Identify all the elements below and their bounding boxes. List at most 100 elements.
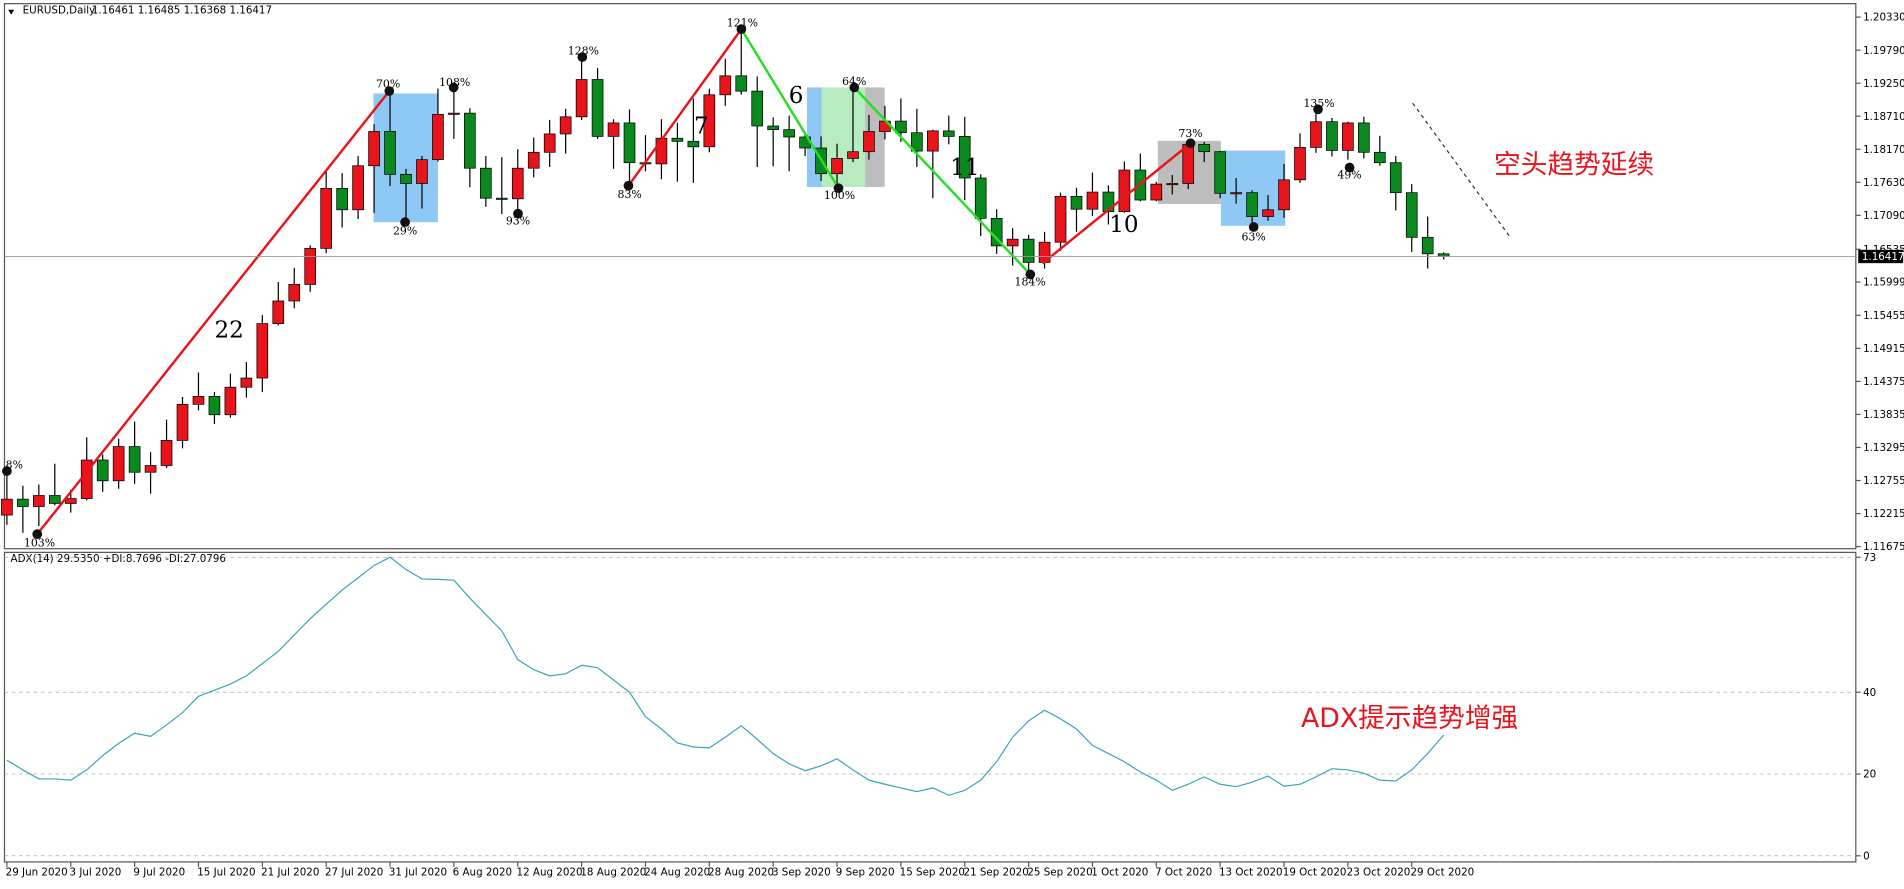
candle-body [895, 120, 907, 134]
trend-line [740, 28, 840, 189]
projection-line [1412, 102, 1511, 238]
candle-body [591, 79, 604, 137]
candle-body [320, 188, 333, 249]
x-tick-label: 15 Sep 2020 [900, 866, 965, 878]
count-label: 10 [1109, 212, 1138, 238]
candle-body [33, 495, 45, 507]
count-label: 22 [215, 317, 244, 343]
candle-body [1358, 122, 1370, 153]
candle-body [703, 94, 716, 148]
ohlc-label: 1.16461 1.16485 1.16368 1.16417 [92, 4, 272, 16]
candle-body [416, 159, 428, 184]
pct-label: 64% [842, 75, 866, 88]
y-tick-label: 1.15455 [1863, 310, 1904, 322]
candle-body [448, 112, 460, 115]
candle-body [368, 131, 380, 167]
candle-body [192, 396, 205, 405]
candle-body [352, 165, 364, 211]
x-tick-label: 12 Aug 2020 [517, 866, 583, 878]
candle-body [384, 131, 396, 175]
candle-body [1230, 192, 1242, 195]
candle-body [543, 133, 556, 153]
x-tick-label: 1 Oct 2020 [1091, 866, 1148, 878]
candle-body [272, 300, 285, 324]
candle-body [575, 79, 588, 118]
pct-label: 100% [824, 189, 855, 202]
pivot [833, 183, 844, 194]
y-tick-label: 1.15999 [1863, 277, 1904, 289]
y-tick-label: 1.19250 [1863, 78, 1904, 90]
candle-body [1, 498, 13, 516]
y-tick-label: 1.12755 [1863, 475, 1904, 487]
pivot [1313, 104, 1323, 115]
pivot [400, 217, 410, 228]
y-tick-label: 1.13835 [1863, 409, 1904, 421]
candle-body [1405, 192, 1418, 238]
trend-line [627, 28, 743, 187]
y-tick-label: 20 [1863, 769, 1876, 781]
candle-body [847, 151, 859, 159]
x-tick-label: 3 Jul 2020 [70, 866, 122, 878]
candle-body [432, 114, 444, 161]
y-tick-label: 1.17630 [1863, 177, 1904, 189]
candle-body [1262, 209, 1274, 217]
x-tick-label: 15 Jul 2020 [197, 866, 255, 878]
price-panel [3, 3, 1857, 550]
candle-body [144, 465, 157, 473]
x-tick-label: 25 Sep 2020 [1027, 866, 1092, 878]
candle-body [1006, 238, 1019, 247]
candle-body [176, 403, 189, 441]
y-tick-label: 1.11675 [1863, 541, 1904, 553]
pct-label: 63% [1242, 230, 1266, 243]
candle-body [1182, 143, 1195, 184]
y-tick-label: 73 [1863, 552, 1876, 564]
y-tick-label: 1.19790 [1863, 45, 1904, 57]
candle-body [559, 116, 572, 135]
x-tick-label: 24 Aug 2020 [644, 866, 710, 878]
x-tick-label: 21 Sep 2020 [964, 866, 1029, 878]
count-label: 11 [950, 155, 979, 181]
x-tick-label: 28 Aug 2020 [708, 866, 774, 878]
candle-body [112, 446, 125, 482]
pct-label: 73% [1178, 127, 1202, 140]
chart-title: EURUSD,Daily [23, 4, 96, 16]
x-tick-label: 21 Jul 2020 [261, 866, 319, 878]
candle-body [1373, 151, 1386, 164]
candle-body [64, 498, 77, 504]
pivot [448, 82, 459, 93]
pct-label: 108% [439, 76, 470, 89]
adx-line [6, 556, 1445, 796]
pct-label: 135% [1303, 97, 1334, 110]
candle-body [751, 90, 764, 127]
pivot [1248, 222, 1259, 232]
pct-label: 184% [1015, 275, 1046, 288]
pivot [1025, 269, 1036, 280]
pct-label: 8% [6, 459, 23, 472]
x-tick-label: 3 Sep 2020 [772, 866, 831, 878]
trend-line [853, 86, 1032, 276]
y-tick-label: 1.20330 [1863, 12, 1904, 24]
candle-body [1246, 192, 1258, 217]
y-tick-label: 40 [1863, 687, 1876, 699]
candle-body [911, 132, 923, 152]
pivot [849, 82, 860, 93]
candle-body [1326, 121, 1338, 151]
candle-body [1214, 151, 1226, 194]
y-tick-label: 1.18710 [1863, 111, 1904, 123]
candle-body [17, 498, 29, 507]
x-tick-label: 31 Jul 2020 [389, 866, 447, 878]
pivot [577, 52, 588, 62]
candle-body [208, 396, 221, 416]
x-tick-label: 23 Oct 2020 [1347, 866, 1411, 878]
trend-line [36, 90, 391, 535]
pivot [1185, 138, 1196, 149]
menu-arrow[interactable] [8, 9, 15, 15]
x-tick-label: 19 Oct 2020 [1283, 866, 1347, 878]
x-tick-label: 13 Oct 2020 [1219, 866, 1283, 878]
annotations: 22 7 6 11 10 70% 108% 128% 121% 64% 100%… [6, 17, 1654, 734]
pct-label: 29% [393, 224, 417, 237]
pivot [384, 86, 395, 96]
candle-body [623, 122, 636, 164]
x-tick-label: 7 Oct 2020 [1155, 866, 1212, 878]
x-tick-label: 27 Jul 2020 [325, 866, 383, 878]
